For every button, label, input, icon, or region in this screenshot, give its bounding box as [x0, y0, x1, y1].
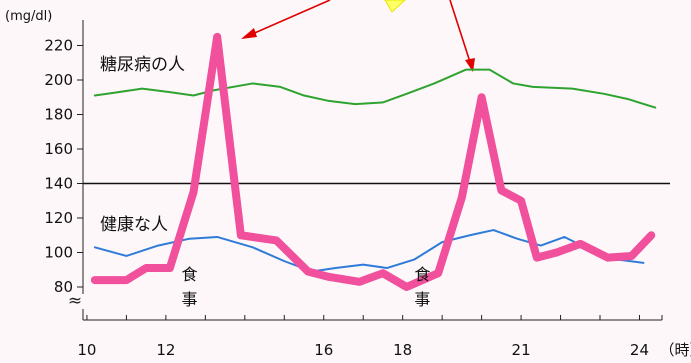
axis-break-symbol: ≈: [68, 291, 82, 311]
y-tick-label: 100: [44, 244, 73, 262]
x-tick-label: 12: [156, 341, 175, 359]
y-tick-label: 160: [44, 140, 73, 158]
series-line-healthy: [93, 229, 645, 273]
y-tick-label: 140: [44, 175, 73, 193]
decoration-layer: [241, 0, 475, 72]
y-tick-label: 120: [44, 209, 73, 227]
meal-annotation: 食: [414, 265, 430, 284]
y-tick-label: 180: [44, 106, 73, 124]
series-label-diabetes: 糖尿病の人: [100, 55, 185, 75]
series-layer: [90, 32, 657, 291]
highlight-burst-shape: [384, 0, 406, 13]
series-line-diabetes: [93, 68, 657, 109]
series-line-highlight: [90, 32, 656, 291]
x-axis-unit: （時）: [659, 341, 691, 359]
x-tick-label: 21: [512, 341, 531, 359]
y-axis-unit: (mg/dl): [5, 9, 52, 24]
callout-arrowhead: [241, 28, 257, 39]
meal-annotation: 食: [181, 265, 197, 284]
y-tick-label: 80: [54, 278, 73, 296]
y-tick-label: 220: [44, 37, 73, 55]
x-tick-label: 10: [77, 341, 96, 359]
x-tick-label: 16: [314, 341, 333, 359]
axes: ≈80 100 120 140 160 180 200 220 10 12 16 18 21 24 （時） (…: [5, 9, 691, 359]
meal-annotation: 事: [181, 290, 197, 309]
x-tick-label: 24: [630, 341, 649, 359]
callout-arrowhead: [465, 58, 475, 72]
y-tick-label: 200: [44, 71, 73, 89]
series-label-healthy: 健康な人: [100, 215, 168, 235]
x-tick-label: 18: [393, 341, 412, 359]
callout-arrow-line: [449, 0, 471, 63]
callout-arrow-line: [249, 0, 331, 36]
meal-annotation: 事: [414, 290, 430, 309]
